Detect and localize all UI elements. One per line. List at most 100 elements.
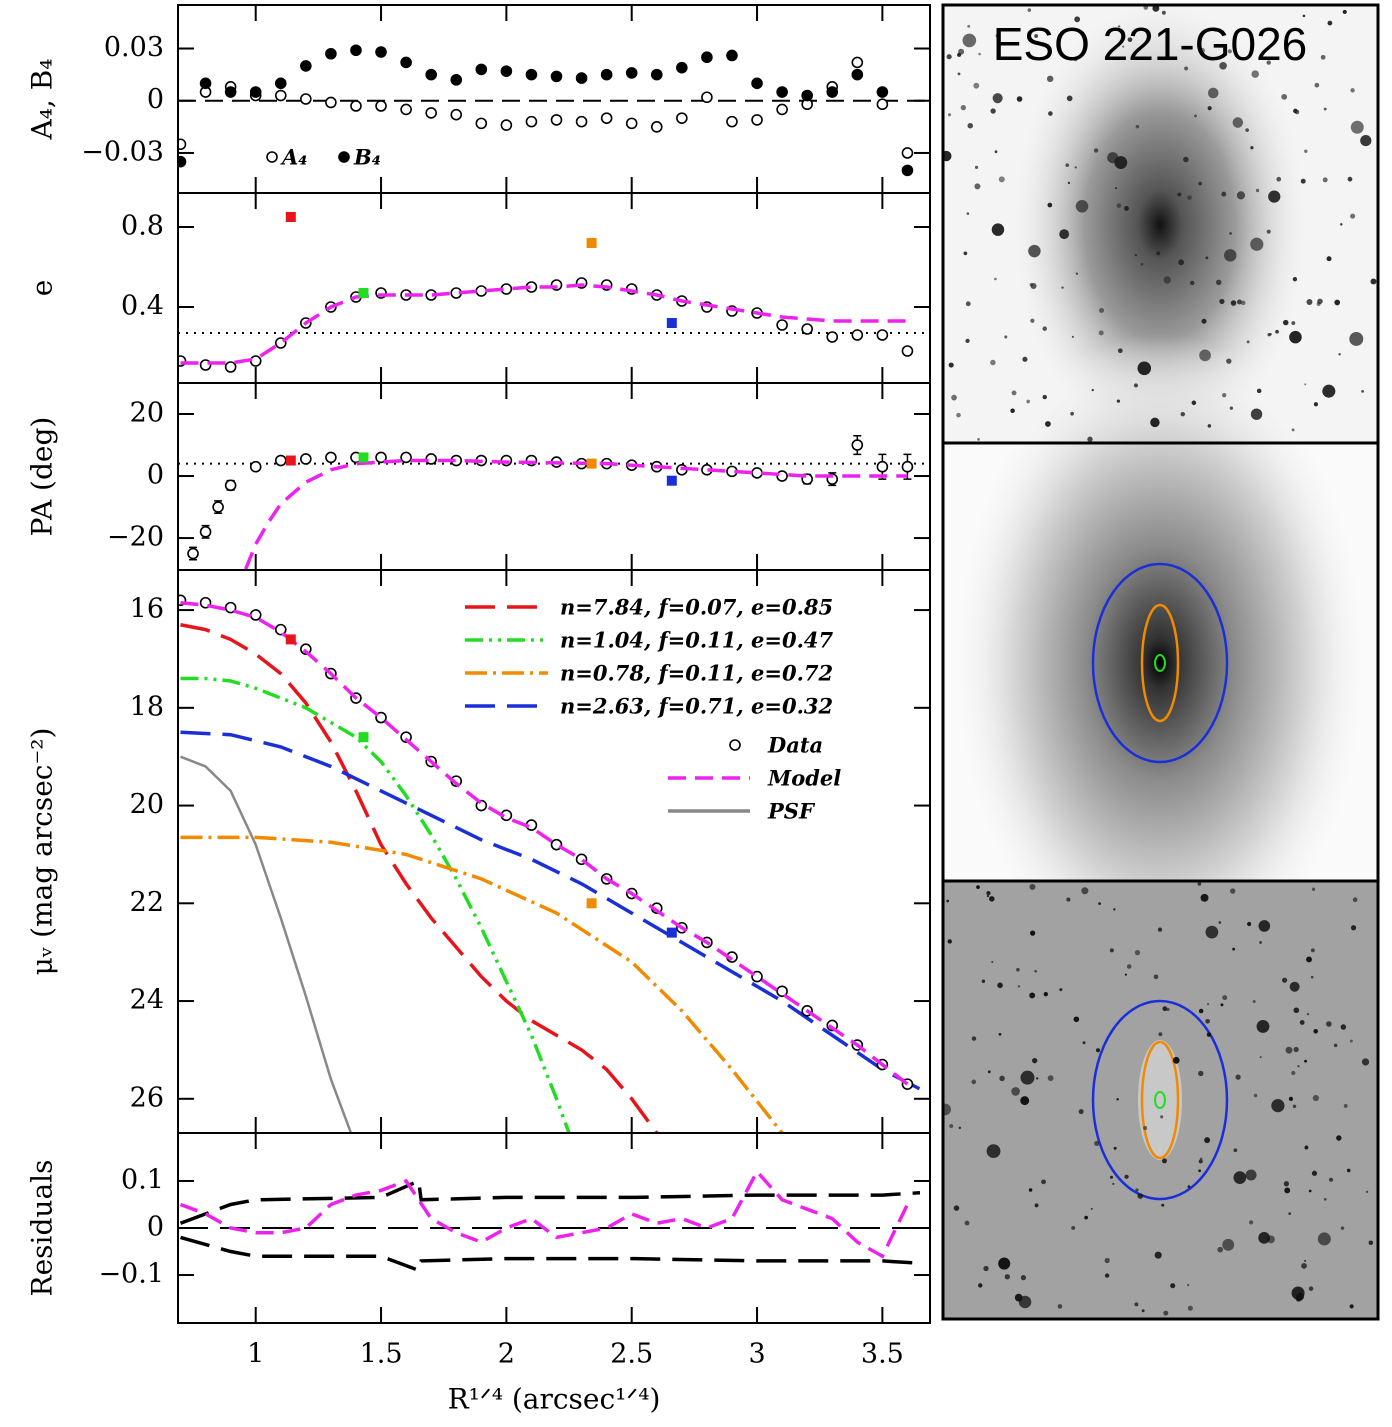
star	[1198, 1169, 1202, 1173]
star	[1094, 1140, 1100, 1146]
data-point	[300, 453, 312, 465]
star	[1314, 82, 1320, 88]
star	[1326, 1021, 1332, 1027]
star	[947, 113, 952, 117]
star	[1099, 307, 1105, 313]
star	[1180, 411, 1185, 417]
star	[1235, 1074, 1241, 1080]
star	[1199, 349, 1211, 362]
star	[1306, 956, 1312, 963]
star	[1233, 1171, 1247, 1185]
plot-area	[178, 594, 921, 1133]
data-point	[325, 451, 337, 464]
data-point	[600, 112, 613, 124]
star	[1350, 213, 1356, 219]
star	[1197, 881, 1202, 886]
data-point	[826, 86, 839, 98]
ellipse-orange	[1140, 603, 1180, 723]
legend-label: A₄	[280, 145, 308, 170]
star	[987, 1070, 991, 1074]
data-point	[625, 117, 638, 130]
star	[989, 896, 995, 902]
y-tick-label: 24	[130, 985, 164, 1016]
star	[1288, 1212, 1292, 1216]
panel: 16 18 20 22 24 26 μᵥ (mag arcsec⁻²) n=7.84, f=0…	[26, 569, 931, 1134]
star	[1299, 1020, 1305, 1025]
star	[1199, 1157, 1203, 1161]
star	[991, 960, 994, 964]
star	[1057, 1304, 1063, 1309]
star	[1266, 60, 1271, 65]
star	[967, 24, 971, 28]
star	[1370, 278, 1377, 285]
star	[973, 82, 980, 89]
data-point	[876, 329, 889, 341]
star	[1297, 1065, 1300, 1068]
star	[1074, 166, 1077, 169]
star	[946, 54, 952, 60]
star	[1022, 356, 1028, 362]
star	[958, 1126, 962, 1130]
data-point	[450, 74, 463, 86]
plot-area	[178, 1168, 930, 1273]
star	[1289, 330, 1302, 344]
star	[1190, 280, 1195, 286]
y-axis-label: Residuals	[26, 1160, 59, 1297]
data-line	[180, 730, 921, 1091]
star	[1293, 108, 1298, 114]
ellipse-orange	[1140, 1040, 1180, 1160]
star	[1313, 1028, 1319, 1034]
star	[1361, 1058, 1370, 1066]
star	[1293, 1007, 1300, 1014]
star	[1070, 411, 1074, 416]
star	[1204, 1137, 1211, 1144]
star	[1087, 436, 1093, 442]
star	[1030, 318, 1035, 323]
star	[1026, 399, 1031, 404]
x-axis-label: R¹ᐟ⁴ (arcsec¹ᐟ⁴)	[448, 1383, 661, 1416]
star	[1020, 1275, 1027, 1281]
star	[1162, 1006, 1168, 1012]
star	[974, 183, 981, 190]
star	[1207, 87, 1219, 99]
data-line	[180, 755, 353, 1133]
data-point	[726, 49, 738, 62]
star	[1065, 163, 1070, 167]
star	[1020, 1096, 1030, 1106]
data-point	[575, 115, 588, 128]
legend-symbol	[729, 739, 741, 751]
data-point	[550, 114, 563, 126]
data-point	[801, 323, 813, 335]
star	[1071, 1225, 1076, 1230]
star	[1134, 949, 1141, 956]
star	[1110, 1175, 1114, 1179]
data-point	[178, 155, 187, 168]
plot-area	[178, 44, 930, 177]
star	[1352, 897, 1358, 903]
star	[1227, 49, 1232, 54]
ellipse-green	[1154, 1091, 1166, 1109]
star	[1045, 421, 1051, 427]
star	[1200, 48, 1206, 53]
star	[1327, 20, 1333, 26]
galaxy	[1010, 0, 1310, 455]
data-point	[851, 68, 864, 81]
data-point	[375, 451, 387, 464]
star	[1340, 1024, 1347, 1030]
star	[1323, 107, 1327, 111]
x-tick-label: 3	[748, 1339, 765, 1370]
data-point	[851, 329, 864, 341]
star	[1160, 1115, 1164, 1119]
star	[1114, 156, 1128, 169]
star	[976, 885, 980, 890]
data-point	[826, 331, 839, 343]
star	[963, 251, 968, 256]
star	[1004, 1274, 1010, 1280]
data-point	[249, 609, 262, 621]
data-point	[901, 460, 914, 473]
data-point	[701, 91, 713, 104]
data-point	[224, 86, 237, 98]
star	[1258, 920, 1271, 932]
star	[1222, 1238, 1235, 1251]
star	[994, 150, 998, 154]
